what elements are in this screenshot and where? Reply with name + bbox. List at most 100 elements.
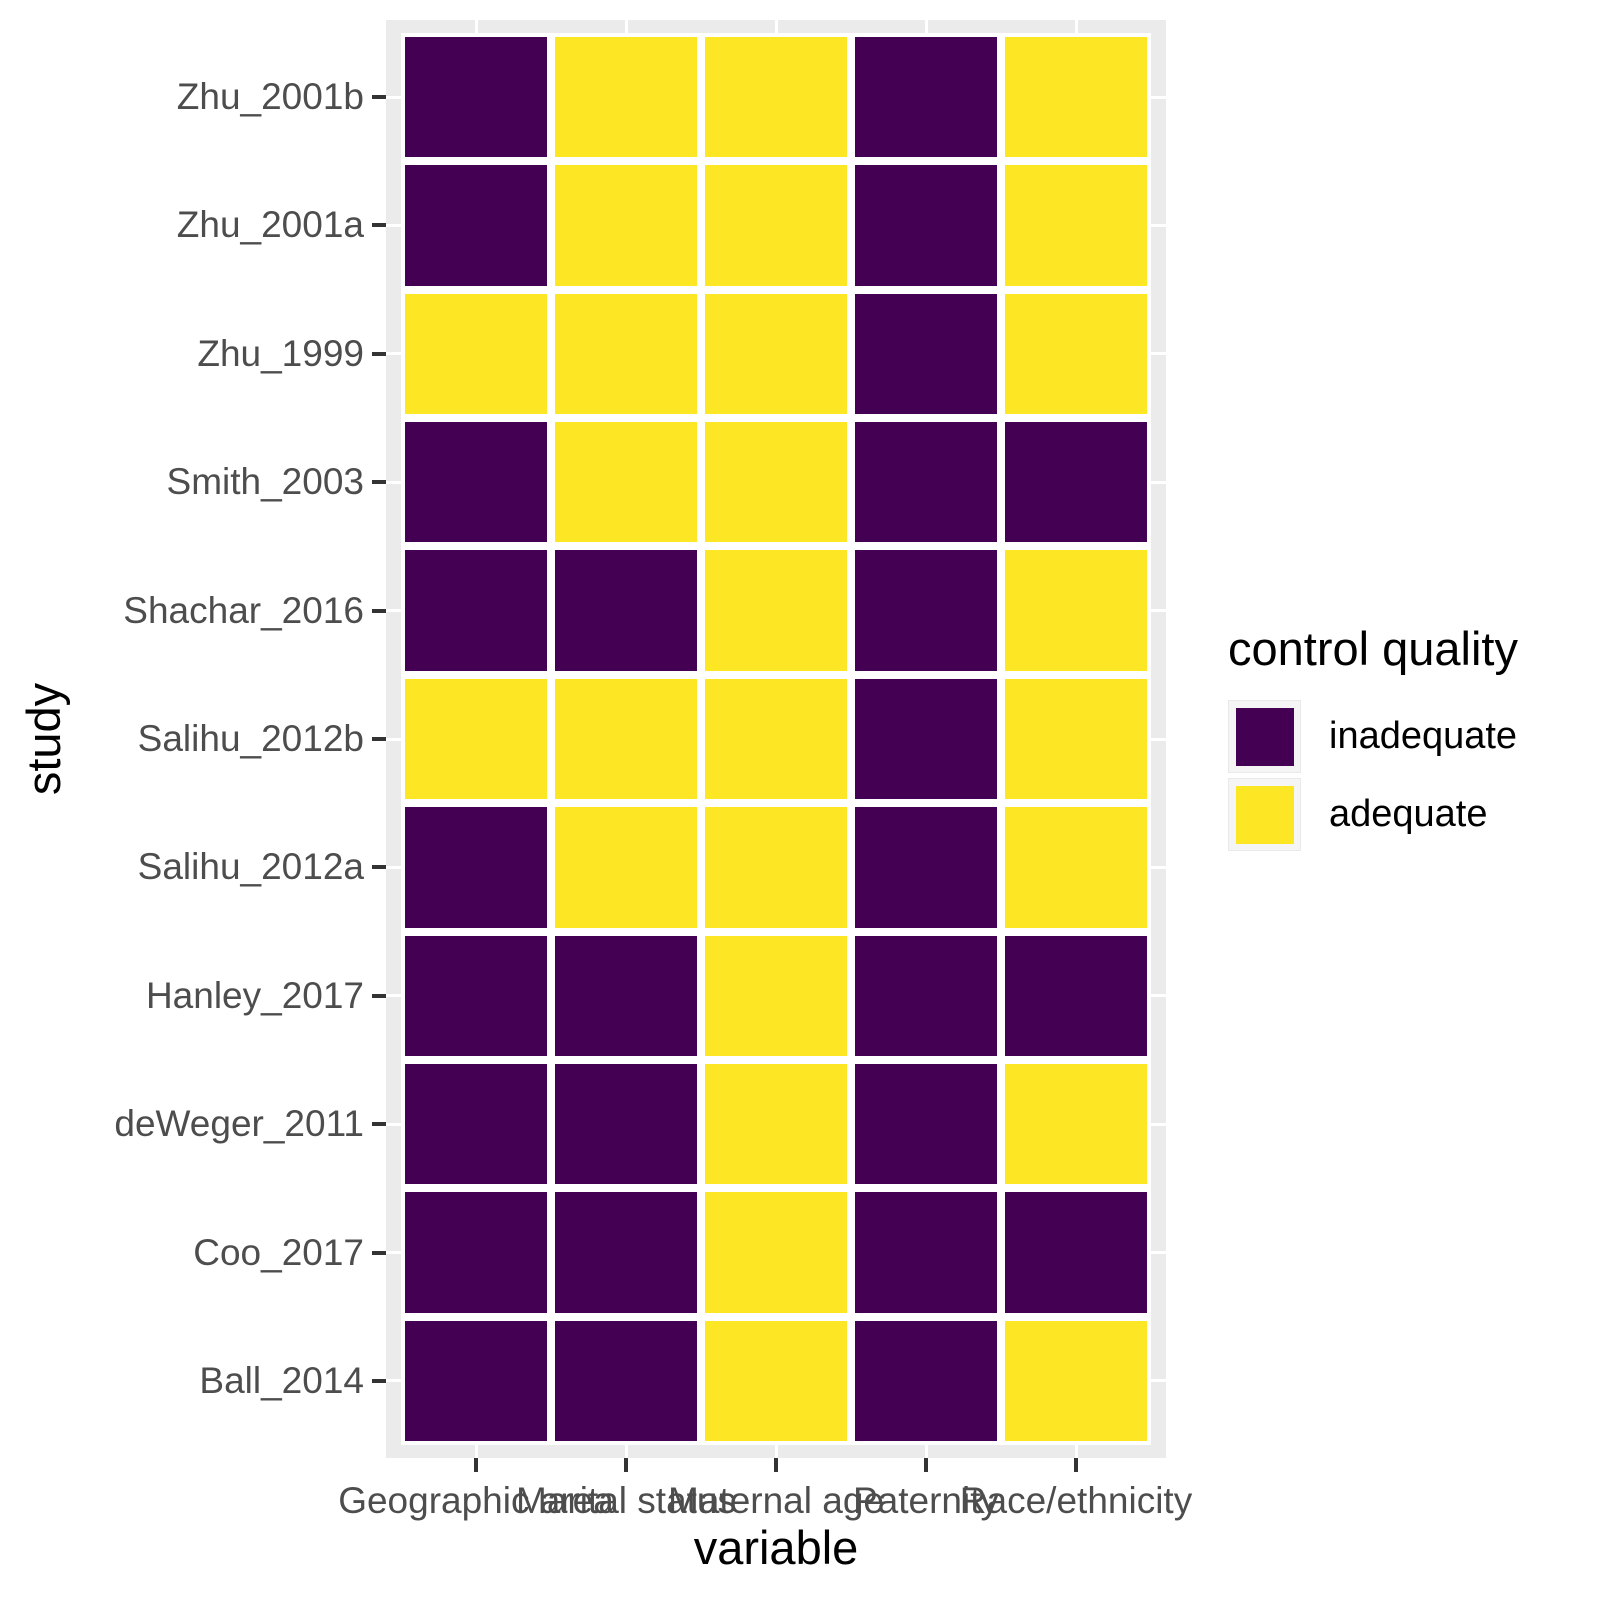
tile-Salihu_2012a-Geographic area bbox=[401, 803, 551, 932]
tile-Zhu_2001a-Race/ethnicity bbox=[1001, 161, 1151, 290]
y-axis-label-Coo_2017: Coo_2017 bbox=[193, 1231, 364, 1273]
tile-Hanley_2017-Maternal age bbox=[701, 931, 851, 1060]
tile-Salihu_2012b-Paternity bbox=[851, 674, 1001, 804]
tile-Ball_2014-Race/ethnicity bbox=[1001, 1316, 1151, 1446]
tile-Smith_2003-Paternity bbox=[851, 418, 1001, 547]
tile-Ball_2014-Maternal age bbox=[701, 1316, 851, 1446]
tile-Smith_2003-Marital status bbox=[551, 418, 701, 547]
tile-Shachar_2016-Maternal age bbox=[701, 546, 851, 675]
legend-title: control quality bbox=[1228, 622, 1518, 675]
x-axis-label-Maternal age: Maternal age bbox=[668, 1480, 884, 1521]
legend-swatch-inadequate bbox=[1235, 707, 1294, 766]
legend-key bbox=[1228, 700, 1301, 773]
tile-Coo_2017-Race/ethnicity bbox=[1001, 1188, 1151, 1317]
y-axis-label-deWeger_2011: deWeger_2011 bbox=[114, 1103, 364, 1145]
tile-Coo_2017-Marital status bbox=[551, 1188, 701, 1317]
tile-deWeger_2011-Paternity bbox=[851, 1059, 1001, 1189]
tile-Salihu_2012a-Race/ethnicity bbox=[1001, 803, 1151, 932]
tile-Zhu_2001b-Maternal age bbox=[701, 32, 851, 162]
tile-Zhu_2001a-Geographic area bbox=[401, 161, 551, 290]
y-tick bbox=[372, 480, 386, 485]
legend-label: adequate bbox=[1329, 793, 1488, 835]
legend-swatch-adequate bbox=[1235, 785, 1294, 844]
x-tick bbox=[474, 1458, 478, 1472]
tile-Zhu_1999-Marital status bbox=[551, 289, 701, 419]
tile-Salihu_2012b-Maternal age bbox=[701, 674, 851, 804]
tile-deWeger_2011-Geographic area bbox=[401, 1059, 551, 1189]
tile-deWeger_2011-Marital status bbox=[551, 1059, 701, 1189]
y-tick bbox=[372, 737, 386, 741]
tile-Shachar_2016-Marital status bbox=[551, 546, 701, 675]
y-axis-label-Ball_2014: Ball_2014 bbox=[199, 1359, 364, 1401]
tile-Coo_2017-Paternity bbox=[851, 1188, 1001, 1317]
y-axis-label-Zhu_1999: Zhu_1999 bbox=[197, 332, 364, 374]
tile-Shachar_2016-Race/ethnicity bbox=[1001, 546, 1151, 675]
y-axis-title: study bbox=[17, 682, 70, 796]
y-tick bbox=[372, 1250, 386, 1255]
x-axis-label-Paternity: Paternity bbox=[852, 1480, 1000, 1521]
tile-Zhu_1999-Maternal age bbox=[701, 289, 851, 419]
y-tick bbox=[372, 223, 386, 228]
x-tick bbox=[774, 1458, 778, 1472]
tile-Coo_2017-Maternal age bbox=[701, 1188, 851, 1317]
tile-Coo_2017-Geographic area bbox=[401, 1188, 551, 1317]
tile-Zhu_2001a-Paternity bbox=[851, 161, 1001, 290]
tile-Zhu_2001b-Paternity bbox=[851, 32, 1001, 162]
y-tick bbox=[372, 1378, 386, 1383]
tile-Zhu_1999-Paternity bbox=[851, 289, 1001, 419]
x-axis-label-Marital status: Marital status bbox=[515, 1480, 737, 1521]
tile-Zhu_1999-Race/ethnicity bbox=[1001, 289, 1151, 419]
legend-key bbox=[1228, 778, 1301, 851]
y-tick bbox=[372, 1122, 386, 1127]
x-tick bbox=[624, 1458, 628, 1472]
legend-label: inadequate bbox=[1329, 715, 1518, 757]
tile-Ball_2014-Paternity bbox=[851, 1316, 1001, 1446]
legend-items: inadequate adequate bbox=[1228, 700, 1588, 851]
tile-Hanley_2017-Race/ethnicity bbox=[1001, 931, 1151, 1060]
tile-deWeger_2011-Race/ethnicity bbox=[1001, 1059, 1151, 1189]
tile-Zhu_2001a-Marital status bbox=[551, 161, 701, 290]
tile-Smith_2003-Maternal age bbox=[701, 418, 851, 547]
tile-Salihu_2012a-Maternal age bbox=[701, 803, 851, 932]
tile-Salihu_2012b-Race/ethnicity bbox=[1001, 674, 1151, 804]
tile-Smith_2003-Geographic area bbox=[401, 418, 551, 547]
y-axis-label-Zhu_2001a: Zhu_2001a bbox=[176, 204, 364, 246]
y-tick bbox=[372, 993, 386, 998]
tile-Salihu_2012b-Marital status bbox=[551, 674, 701, 804]
tile-Zhu_2001b-Race/ethnicity bbox=[1001, 32, 1151, 162]
tile-Hanley_2017-Marital status bbox=[551, 931, 701, 1060]
legend: control quality inadequate adequate bbox=[1228, 622, 1588, 856]
x-tick bbox=[1074, 1458, 1078, 1472]
tile-Salihu_2012a-Paternity bbox=[851, 803, 1001, 932]
y-tick bbox=[372, 865, 386, 870]
y-tick bbox=[372, 351, 386, 356]
tile-Ball_2014-Marital status bbox=[551, 1316, 701, 1446]
legend-item-inadequate: inadequate bbox=[1228, 700, 1588, 773]
x-axis-title: variable bbox=[693, 1521, 859, 1574]
tile-Zhu_2001b-Marital status bbox=[551, 32, 701, 162]
tile-deWeger_2011-Maternal age bbox=[701, 1059, 851, 1189]
plot-panel bbox=[386, 20, 1166, 1458]
tile-Shachar_2016-Geographic area bbox=[401, 546, 551, 675]
tile-Salihu_2012a-Marital status bbox=[551, 803, 701, 932]
y-tick bbox=[372, 95, 386, 100]
y-axis-label-Salihu_2012a: Salihu_2012a bbox=[137, 846, 364, 888]
tile-Smith_2003-Race/ethnicity bbox=[1001, 418, 1151, 547]
tile-Zhu_2001a-Maternal age bbox=[701, 161, 851, 290]
y-axis-label-Hanley_2017: Hanley_2017 bbox=[145, 974, 364, 1016]
y-axis-label-Shachar_2016: Shachar_2016 bbox=[123, 589, 364, 631]
x-tick bbox=[924, 1458, 928, 1472]
tile-Shachar_2016-Paternity bbox=[851, 546, 1001, 675]
x-axis-label-Race/ethnicity: Race/ethnicity bbox=[959, 1480, 1193, 1521]
y-axis-label-Zhu_2001b: Zhu_2001b bbox=[176, 76, 364, 118]
y-axis-label-Salihu_2012b: Salihu_2012b bbox=[137, 718, 364, 759]
tile-Salihu_2012b-Geographic area bbox=[401, 674, 551, 804]
tile-Zhu_2001b-Geographic area bbox=[401, 32, 551, 162]
legend-item-adequate: adequate bbox=[1228, 778, 1588, 851]
x-axis-label-Geographic area: Geographic area bbox=[338, 1480, 614, 1521]
tile-Hanley_2017-Geographic area bbox=[401, 931, 551, 1060]
y-tick bbox=[372, 608, 386, 613]
tile-Zhu_1999-Geographic area bbox=[401, 289, 551, 419]
tile-Ball_2014-Geographic area bbox=[401, 1316, 551, 1446]
